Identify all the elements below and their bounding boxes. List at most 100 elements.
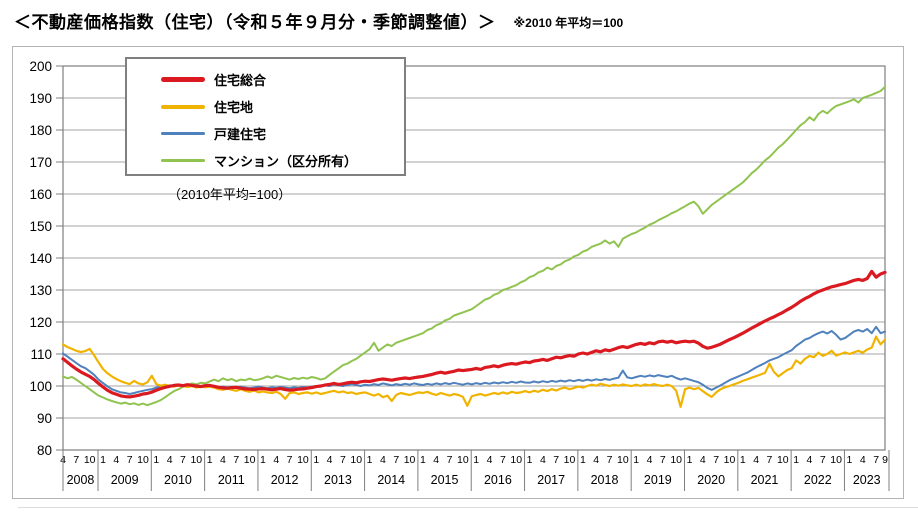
x-month-label: 1 xyxy=(527,454,533,466)
legend-line-swatch-orange xyxy=(161,104,205,109)
x-month-label: 1 xyxy=(687,454,693,466)
x-month-label: 9 xyxy=(882,454,888,466)
y-tick-label: 140 xyxy=(29,251,52,266)
year-label: 2015 xyxy=(431,473,459,487)
x-month-label: 10 xyxy=(564,454,576,466)
y-tick-label: 80 xyxy=(37,443,52,458)
x-month-label: 4 xyxy=(700,454,706,466)
legend-label: 住宅地 xyxy=(214,100,254,115)
year-label: 2019 xyxy=(644,473,672,487)
legend-item: 住宅地 xyxy=(161,93,404,120)
legend-line-swatch-green xyxy=(161,159,205,162)
x-month-label: 10 xyxy=(137,454,149,466)
x-month-label: 4 xyxy=(327,454,333,466)
y-tick-label: 160 xyxy=(29,187,52,202)
x-month-label: 7 xyxy=(713,454,719,466)
year-label: 2009 xyxy=(111,473,139,487)
legend-item: マンション（区分所有） xyxy=(161,147,404,174)
legend-line-swatch-red xyxy=(161,77,205,82)
x-month-label: 4 xyxy=(647,454,653,466)
x-month-label: 7 xyxy=(180,454,186,466)
x-month-label: 1 xyxy=(313,454,319,466)
x-month-label: 4 xyxy=(380,454,386,466)
x-month-label: 10 xyxy=(404,454,416,466)
x-month-label: 1 xyxy=(473,454,479,466)
legend-note: （2010年平均=100） xyxy=(168,187,292,202)
year-label: 2012 xyxy=(271,473,299,487)
y-tick-label: 200 xyxy=(29,59,52,74)
y-tick-label: 90 xyxy=(37,411,52,426)
y-tick-label: 190 xyxy=(29,91,52,106)
x-month-label: 7 xyxy=(340,454,346,466)
y-tick-label: 130 xyxy=(29,283,52,298)
x-month-label: 7 xyxy=(820,454,826,466)
x-month-label: 7 xyxy=(287,454,293,466)
x-month-label: 7 xyxy=(607,454,613,466)
legend-label: 戸建住宅 xyxy=(214,127,267,142)
year-label: 2023 xyxy=(853,473,881,487)
x-month-label: 7 xyxy=(393,454,399,466)
x-month-label: 4 xyxy=(753,454,759,466)
series-line-0 xyxy=(61,269,887,399)
x-month-label: 7 xyxy=(873,454,879,466)
legend-label: 住宅総合 xyxy=(214,73,267,88)
y-tick-label: 100 xyxy=(29,379,52,394)
x-month-label: 10 xyxy=(244,454,256,466)
x-month-label: 7 xyxy=(767,454,773,466)
year-label: 2016 xyxy=(484,473,512,487)
legend: 住宅総合 住宅地 戸建住宅 マンション（区分所有） xyxy=(125,57,406,176)
x-month-label: 1 xyxy=(207,454,213,466)
x-month-label: 1 xyxy=(367,454,373,466)
x-month-label: 4 xyxy=(860,454,866,466)
y-tick-label: 180 xyxy=(29,123,52,138)
x-month-label: 10 xyxy=(670,454,682,466)
y-tick-label: 110 xyxy=(30,347,52,362)
x-month-label: 1 xyxy=(260,454,266,466)
year-label: 2020 xyxy=(697,473,725,487)
year-label: 2014 xyxy=(377,473,405,487)
x-month-label: 1 xyxy=(740,454,746,466)
x-month-label: 7 xyxy=(447,454,453,466)
series-line-1 xyxy=(61,335,887,408)
x-month-label: 7 xyxy=(660,454,666,466)
title-bar: ＜不動産価格指数（住宅）（令和５年９月分・季節調整値）＞ ※2010 年平均＝1… xyxy=(14,8,623,33)
x-month-label: 1 xyxy=(100,454,106,466)
page-title: ＜不動産価格指数（住宅）（令和５年９月分・季節調整値）＞ xyxy=(14,13,496,32)
plot-border xyxy=(62,65,886,451)
frame-shadow-line xyxy=(18,507,918,508)
x-month-label: 4 xyxy=(807,454,813,466)
x-month-label: 7 xyxy=(233,454,239,466)
x-month-label: 4 xyxy=(433,454,439,466)
x-month-label: 7 xyxy=(127,454,133,466)
x-month-label: 4 xyxy=(593,454,599,466)
x-month-label: 1 xyxy=(633,454,639,466)
x-month-label: 4 xyxy=(540,454,546,466)
x-month-label: 1 xyxy=(420,454,426,466)
year-label: 2021 xyxy=(751,473,779,487)
x-month-label: 1 xyxy=(847,454,853,466)
year-label: 2008 xyxy=(67,473,95,487)
year-label: 2010 xyxy=(164,473,192,487)
x-month-label: 10 xyxy=(297,454,309,466)
series-line-3 xyxy=(62,85,886,407)
x-month-label: 10 xyxy=(84,454,96,466)
year-label: 2018 xyxy=(591,473,619,487)
x-month-label: 4 xyxy=(220,454,226,466)
x-month-label: 10 xyxy=(830,454,842,466)
x-month-label: 10 xyxy=(617,454,629,466)
x-month-label: 1 xyxy=(793,454,799,466)
x-month-label: 4 xyxy=(487,454,493,466)
x-month-label: 10 xyxy=(350,454,362,466)
y-tick-label: 150 xyxy=(29,219,52,234)
x-month-label: 10 xyxy=(510,454,522,466)
x-month-label: 10 xyxy=(457,454,469,466)
x-month-label: 1 xyxy=(580,454,586,466)
legend-line-swatch-blue xyxy=(161,132,205,135)
year-label: 2022 xyxy=(804,473,832,487)
x-month-label: 7 xyxy=(73,454,79,466)
legend-item: 住宅総合 xyxy=(161,66,404,93)
x-month-label: 7 xyxy=(553,454,559,466)
x-month-label: 10 xyxy=(190,454,202,466)
